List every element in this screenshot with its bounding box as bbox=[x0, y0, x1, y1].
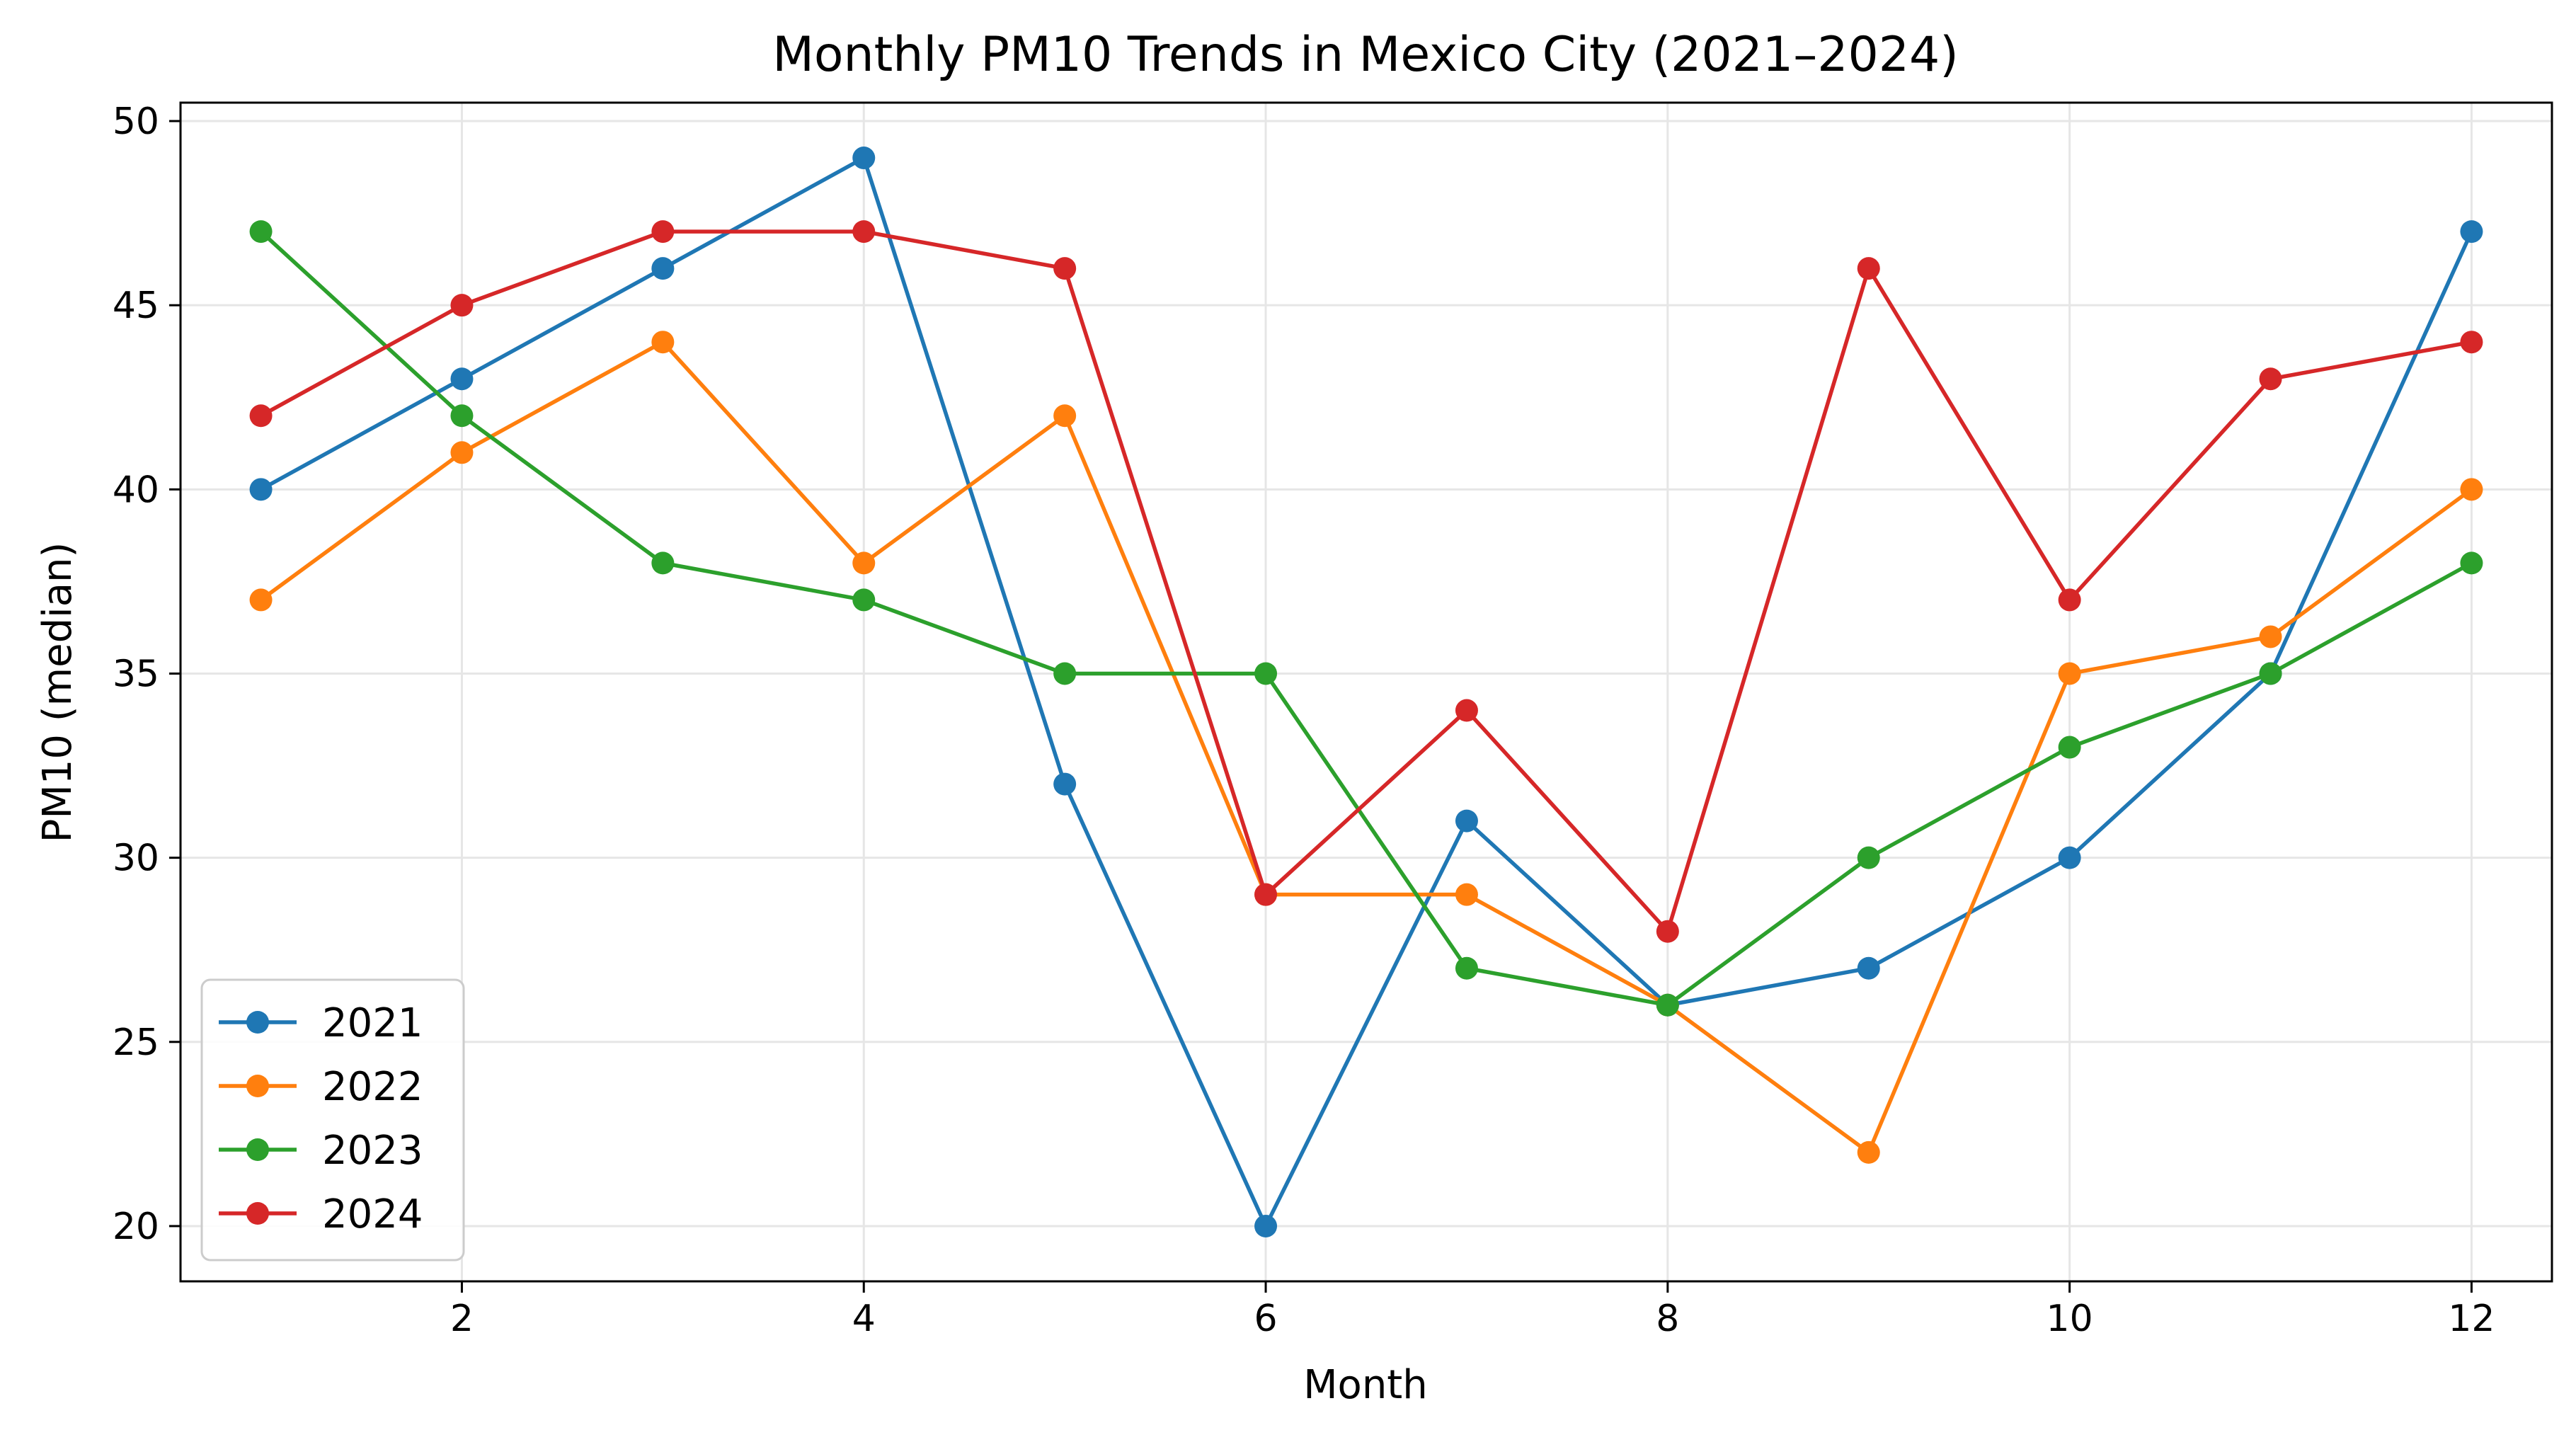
data-point-2023-month-11 bbox=[2259, 662, 2282, 685]
chart-title: Monthly PM10 Trends in Mexico City (2021… bbox=[772, 27, 1959, 83]
data-point-2021-month-6 bbox=[1254, 1214, 1278, 1237]
data-point-2024-month-6 bbox=[1254, 883, 1278, 906]
data-point-2021-month-10 bbox=[2058, 846, 2081, 869]
series-line-2023 bbox=[258, 229, 2474, 1007]
y-tick-label-25: 25 bbox=[113, 1022, 159, 1064]
data-point-2024-month-2 bbox=[450, 294, 474, 317]
y-tick-label-40: 40 bbox=[113, 469, 159, 511]
data-point-2023-month-8 bbox=[1656, 993, 1679, 1017]
legend-item-2024: 2024 bbox=[219, 1191, 423, 1237]
data-point-2021-month-4 bbox=[852, 147, 876, 170]
data-point-2021-month-7 bbox=[1455, 809, 1478, 833]
series-line-2024 bbox=[258, 229, 2474, 934]
legend-label-2023: 2023 bbox=[322, 1128, 423, 1174]
data-point-2021-month-2 bbox=[450, 367, 474, 391]
data-point-2023-month-12 bbox=[2460, 551, 2483, 575]
y-tick-label-20: 20 bbox=[113, 1206, 159, 1248]
data-point-2023-month-7 bbox=[1455, 956, 1478, 980]
data-point-2021-month-12 bbox=[2460, 220, 2483, 244]
grid bbox=[181, 103, 2552, 1281]
x-tick-label-8: 8 bbox=[1656, 1298, 1679, 1340]
data-point-2024-month-12 bbox=[2460, 331, 2483, 354]
x-tick-label-12: 12 bbox=[2448, 1298, 2495, 1340]
plot-frame bbox=[179, 101, 2553, 1283]
data-point-2023-month-2 bbox=[450, 404, 474, 428]
legend-item-2022: 2022 bbox=[219, 1064, 423, 1110]
data-point-2021-month-9 bbox=[1857, 956, 1880, 980]
data-point-2024-month-7 bbox=[1455, 699, 1478, 722]
series-line-2021 bbox=[258, 156, 2474, 1228]
data-point-2022-month-7 bbox=[1455, 883, 1478, 906]
legend-swatch-marker-2021 bbox=[246, 1011, 269, 1034]
legend-label-2024: 2024 bbox=[322, 1191, 423, 1237]
legend-swatch-marker-2023 bbox=[246, 1138, 269, 1161]
legend-swatch-marker-2024 bbox=[246, 1202, 269, 1225]
data-point-2022-month-12 bbox=[2460, 478, 2483, 501]
data-point-2022-month-11 bbox=[2259, 625, 2282, 648]
data-point-2022-month-3 bbox=[651, 331, 675, 354]
data-point-2024-month-1 bbox=[249, 404, 273, 428]
data-point-2023-month-1 bbox=[249, 220, 273, 244]
data-point-2023-month-6 bbox=[1254, 662, 1278, 685]
data-point-2022-month-2 bbox=[450, 441, 474, 464]
series-layer bbox=[249, 147, 2483, 1237]
legend-swatch-marker-2022 bbox=[246, 1075, 269, 1097]
y-tick-label-35: 35 bbox=[113, 653, 159, 695]
series-2023 bbox=[249, 220, 2483, 1017]
data-point-2024-month-8 bbox=[1656, 920, 1679, 943]
legend-item-2021: 2021 bbox=[219, 1000, 423, 1046]
data-point-2022-month-4 bbox=[852, 551, 876, 575]
data-point-2023-month-10 bbox=[2058, 736, 2081, 759]
data-point-2024-month-11 bbox=[2259, 367, 2282, 391]
data-point-2024-month-9 bbox=[1857, 257, 1880, 280]
ticks: 2 4 6 8 10 12 20 25 30 35 40 45 50 bbox=[113, 101, 2495, 1340]
legend-label-2021: 2021 bbox=[322, 1000, 423, 1046]
x-tick-label-10: 10 bbox=[2047, 1298, 2093, 1340]
legend-box bbox=[200, 978, 465, 1262]
data-point-2023-month-3 bbox=[651, 551, 675, 575]
data-point-2022-month-5 bbox=[1053, 404, 1077, 428]
data-point-2021-month-1 bbox=[249, 478, 273, 501]
legend-label-2022: 2022 bbox=[322, 1064, 423, 1110]
data-point-2024-month-5 bbox=[1053, 257, 1077, 280]
y-axis-label: PM10 (median) bbox=[35, 542, 81, 843]
data-point-2024-month-10 bbox=[2058, 588, 2081, 612]
series-line-2022 bbox=[258, 340, 2474, 1155]
data-point-2023-month-4 bbox=[852, 588, 876, 612]
data-point-2021-month-5 bbox=[1053, 772, 1077, 796]
data-point-2024-month-4 bbox=[852, 220, 876, 244]
x-tick-label-2: 2 bbox=[450, 1298, 474, 1340]
data-point-2022-month-1 bbox=[249, 588, 273, 612]
data-point-2021-month-3 bbox=[651, 257, 675, 280]
data-point-2022-month-9 bbox=[1857, 1140, 1880, 1164]
y-tick-label-50: 50 bbox=[113, 101, 159, 143]
x-tick-label-4: 4 bbox=[852, 1298, 876, 1340]
data-point-2022-month-10 bbox=[2058, 662, 2081, 685]
legend: 2021 2022 2023 2024 bbox=[200, 978, 465, 1262]
legend-item-2023: 2023 bbox=[219, 1128, 423, 1174]
x-axis-label: Month bbox=[1303, 1362, 1428, 1408]
data-point-2024-month-3 bbox=[651, 220, 675, 244]
y-tick-label-30: 30 bbox=[113, 837, 159, 880]
data-point-2023-month-5 bbox=[1053, 662, 1077, 685]
series-2024 bbox=[249, 220, 2483, 943]
y-tick-label-45: 45 bbox=[113, 285, 159, 327]
x-tick-label-6: 6 bbox=[1254, 1298, 1278, 1340]
data-point-2023-month-9 bbox=[1857, 846, 1880, 869]
